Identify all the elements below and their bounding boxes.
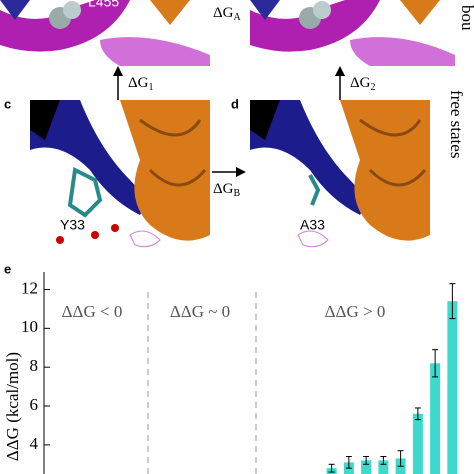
subscript: 2 — [370, 82, 375, 93]
y-tick-label: 6 — [30, 395, 39, 414]
symbol: ΔG — [213, 5, 234, 21]
y-axis-label: ΔΔG (kcal/mol) — [3, 352, 22, 461]
y-tick-label: 12 — [21, 278, 38, 297]
symbol: ΔG — [128, 75, 149, 91]
panel-label: d — [231, 96, 239, 111]
bound-image-right — [250, 0, 455, 66]
bar — [361, 460, 372, 474]
y-tick-label: 10 — [21, 317, 38, 336]
subscript: B — [233, 188, 240, 199]
free-image-right — [250, 100, 430, 248]
region-label: ΔΔG > 0 — [325, 302, 386, 321]
residue-label: A33 — [300, 217, 325, 233]
free-image-left — [30, 100, 210, 248]
bar — [430, 363, 441, 474]
delta-g-label: ΔG1 — [128, 75, 153, 93]
bar — [378, 460, 389, 474]
delta-g-label: ΔGB — [213, 181, 240, 199]
panel-label: c — [4, 96, 11, 111]
arrow-head — [113, 66, 123, 76]
arrow-head — [236, 167, 246, 177]
subscript: 1 — [148, 82, 153, 93]
panel-label: e — [4, 261, 11, 276]
region-label: ΔΔG < 0 — [62, 302, 123, 321]
chart: 4 6 8 10 12 ΔΔG (kcal/mol) ΔΔG < 0 ΔΔG ~ 0 ΔΔG >… — [3, 272, 458, 474]
y-tick-label: 4 — [30, 434, 39, 453]
bound-image-left — [0, 0, 210, 66]
state-label: free states — [447, 90, 466, 158]
symbol: ΔG — [350, 75, 371, 91]
residue-label: Y33 — [60, 217, 85, 233]
state-label: bou — [458, 5, 474, 31]
bar — [447, 301, 458, 474]
subscript: A — [233, 12, 241, 23]
y-tick-label: 8 — [30, 356, 39, 375]
bar — [412, 413, 423, 474]
delta-g-label: ΔGA — [213, 5, 241, 23]
symbol: ΔG — [213, 181, 234, 197]
delta-g-label: ΔG2 — [350, 75, 375, 93]
residue-label: L455 — [88, 0, 119, 10]
region-label: ΔΔG ~ 0 — [170, 302, 230, 321]
arrow-head — [335, 66, 345, 76]
